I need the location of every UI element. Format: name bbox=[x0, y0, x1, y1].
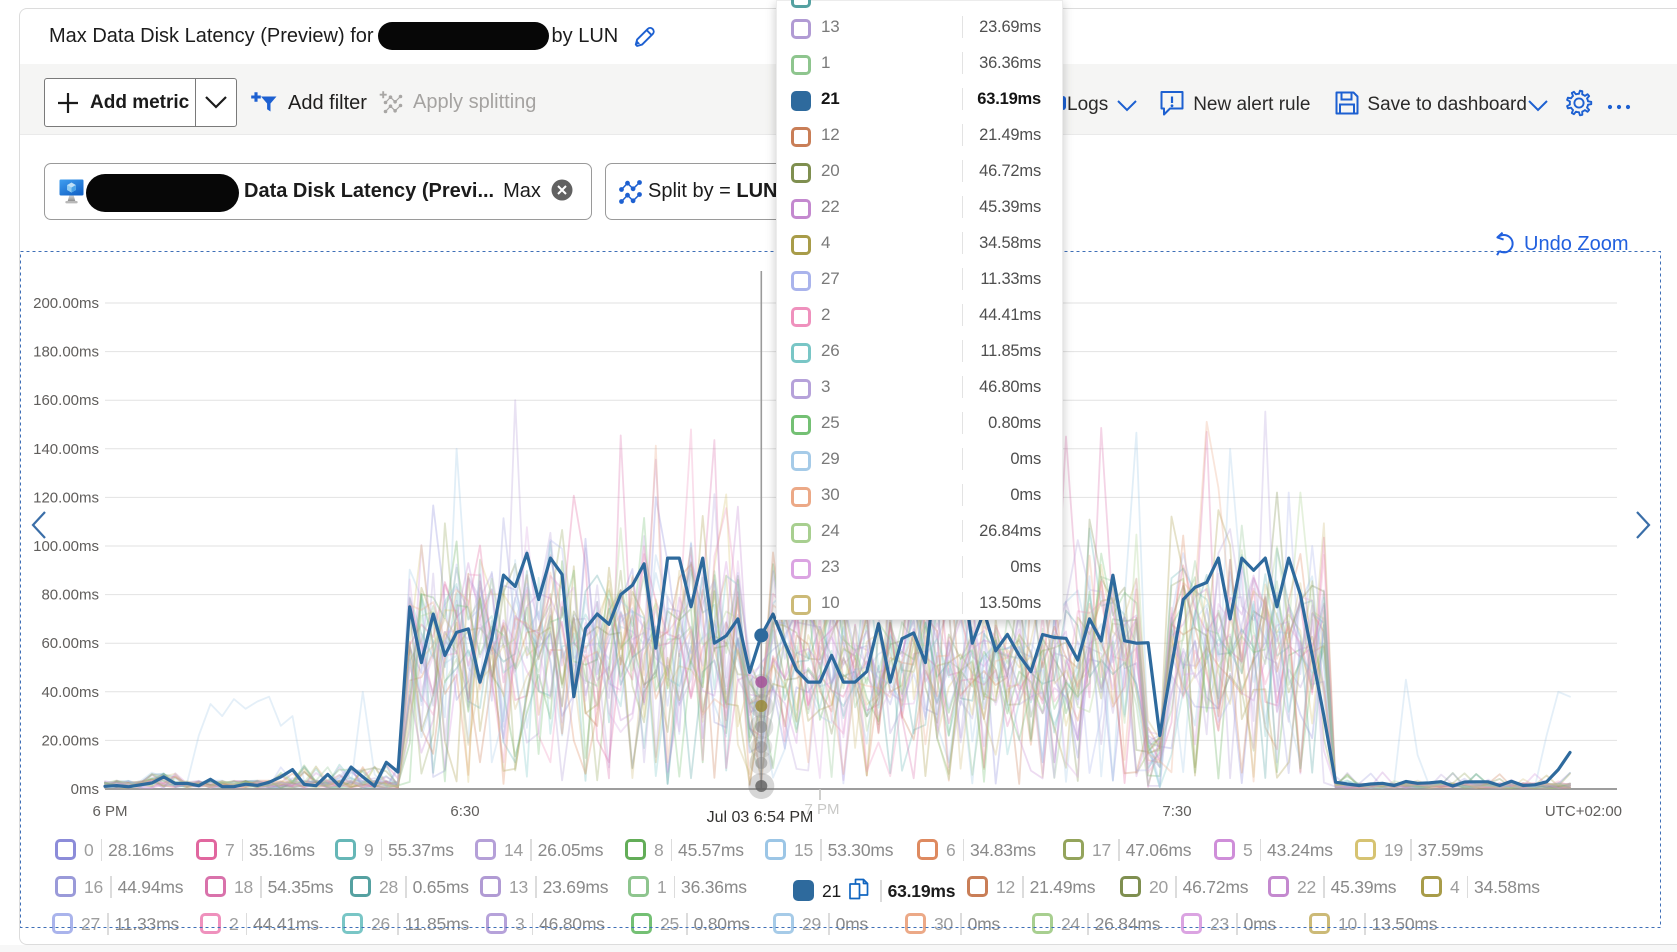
svg-text:120.00ms: 120.00ms bbox=[33, 489, 99, 506]
svg-text:0ms: 0ms bbox=[71, 781, 99, 798]
svg-text:160.00ms: 160.00ms bbox=[33, 392, 99, 409]
svg-text:20.00ms: 20.00ms bbox=[41, 732, 99, 749]
svg-text:60.00ms: 60.00ms bbox=[41, 635, 99, 652]
svg-text:Jul 03 6:54 PM: Jul 03 6:54 PM bbox=[707, 809, 814, 826]
svg-text:200.00ms: 200.00ms bbox=[33, 295, 99, 312]
svg-text:6 PM: 6 PM bbox=[92, 803, 127, 820]
svg-text:100.00ms: 100.00ms bbox=[33, 538, 99, 555]
svg-text:40.00ms: 40.00ms bbox=[41, 684, 99, 701]
svg-text:6:30: 6:30 bbox=[450, 803, 479, 820]
svg-text:180.00ms: 180.00ms bbox=[33, 344, 99, 361]
svg-text:UTC+02:00: UTC+02:00 bbox=[1545, 803, 1622, 820]
svg-text:80.00ms: 80.00ms bbox=[41, 587, 99, 604]
svg-text:7:30: 7:30 bbox=[1162, 803, 1191, 820]
svg-text:140.00ms: 140.00ms bbox=[33, 441, 99, 458]
